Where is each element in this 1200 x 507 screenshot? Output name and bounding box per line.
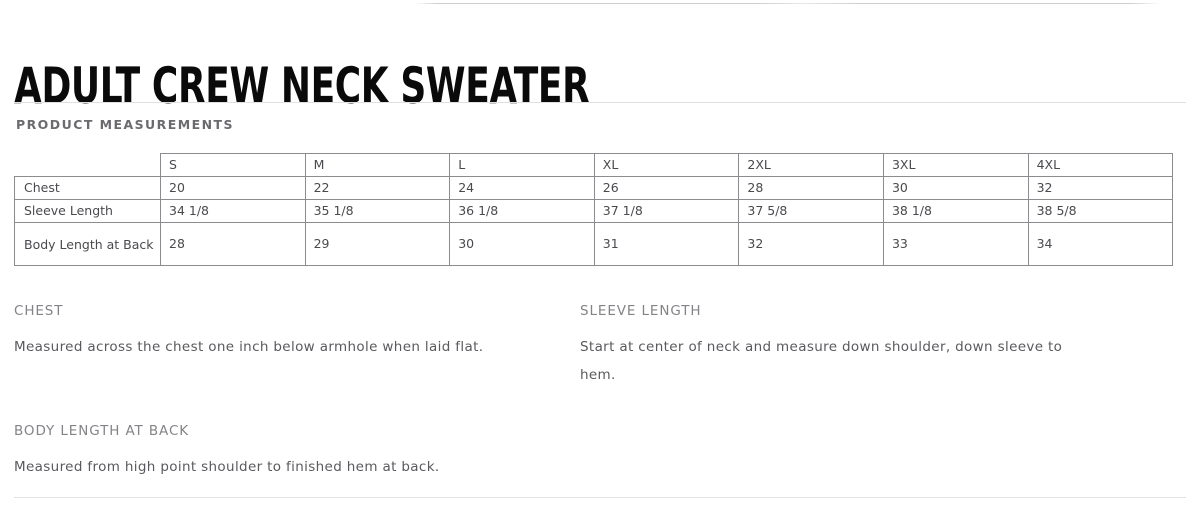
description-body-body-length: Measured from high point shoulder to fin…	[14, 459, 440, 475]
section-divider	[14, 102, 1186, 103]
table-row-chest: Chest 20 22 24 26 28 30 32	[14, 176, 1174, 200]
cell-sleeve-s: 34 1/8	[160, 199, 306, 223]
description-spacer	[580, 423, 1146, 481]
cell-chest-xl: 26	[593, 176, 740, 200]
section-label-product-measurements: PRODUCT MEASUREMENTS	[16, 117, 234, 132]
table-header-size-4xl: 4XL	[1027, 153, 1174, 177]
row-label-chest: Chest	[14, 176, 161, 200]
table-header-row: S M L XL 2XL 3XL 4XL	[15, 153, 1174, 177]
cell-sleeve-3xl: 38 1/8	[882, 199, 1029, 223]
table-header: S M L XL 2XL 3XL 4XL	[15, 153, 1174, 177]
cell-body-4xl: 34	[1027, 222, 1174, 266]
page-title: ADULT CREW NECK SWEATER	[14, 56, 590, 115]
row-label-sleeve-length: Sleeve Length	[14, 199, 161, 223]
description-sleeve-length: SLEEVE LENGTH Start at center of neck an…	[580, 303, 1146, 389]
table-body: Chest 20 22 24 26 28 30 32 Sleeve Length…	[14, 176, 1174, 266]
cell-chest-s: 20	[160, 176, 306, 200]
cell-chest-4xl: 32	[1027, 176, 1174, 200]
table-header-size-m: M	[304, 153, 451, 177]
cell-sleeve-4xl: 38 5/8	[1027, 199, 1174, 223]
table-header-size-2xl: 2XL	[738, 153, 884, 177]
row-label-body-length: Body Length at Back	[14, 222, 161, 266]
description-body-sleeve-length: Start at center of neck and measure down…	[580, 339, 1063, 383]
description-row-2: BODY LENGTH AT BACK Measured from high p…	[14, 423, 1186, 481]
product-measurements-table: S M L XL 2XL 3XL 4XL Chest 20 22 24 26 2…	[14, 153, 1174, 266]
description-title-body-length: BODY LENGTH AT BACK	[14, 423, 190, 439]
description-title-chest: CHEST	[14, 303, 64, 319]
table-header-size-3xl: 3XL	[882, 153, 1029, 177]
bottom-divider	[14, 497, 1186, 498]
cell-chest-2xl: 28	[738, 176, 884, 200]
cell-chest-l: 24	[449, 176, 595, 200]
cell-body-xl: 31	[593, 222, 740, 266]
description-title-sleeve-length: SLEEVE LENGTH	[580, 303, 702, 319]
cell-body-l: 30	[449, 222, 595, 266]
cell-body-2xl: 32	[738, 222, 884, 266]
description-body-chest: Measured across the chest one inch below…	[14, 339, 484, 355]
description-chest: CHEST Measured across the chest one inch…	[14, 303, 580, 389]
cell-sleeve-2xl: 37 5/8	[738, 199, 884, 223]
cell-sleeve-xl: 37 1/8	[593, 199, 740, 223]
table-header-size-s: S	[160, 153, 306, 177]
table-corner-cell	[15, 154, 161, 177]
description-row-1: CHEST Measured across the chest one inch…	[14, 303, 1186, 389]
cell-body-3xl: 33	[882, 222, 1029, 266]
cell-body-s: 28	[160, 222, 306, 266]
description-body-length-at-back: BODY LENGTH AT BACK Measured from high p…	[14, 423, 580, 481]
cell-chest-m: 22	[304, 176, 451, 200]
measurement-descriptions: CHEST Measured across the chest one inch…	[14, 303, 1186, 481]
cell-chest-3xl: 30	[882, 176, 1029, 200]
top-edge-artifact-line	[415, 3, 1160, 4]
table-header-size-xl: XL	[593, 153, 740, 177]
table-row-body-length: Body Length at Back 28 29 30 31 32 33 34	[14, 222, 1174, 266]
cell-sleeve-m: 35 1/8	[304, 199, 451, 223]
table-header-size-l: L	[449, 153, 595, 177]
table-row-sleeve-length: Sleeve Length 34 1/8 35 1/8 36 1/8 37 1/…	[14, 199, 1174, 223]
cell-sleeve-l: 36 1/8	[449, 199, 595, 223]
cell-body-m: 29	[304, 222, 451, 266]
